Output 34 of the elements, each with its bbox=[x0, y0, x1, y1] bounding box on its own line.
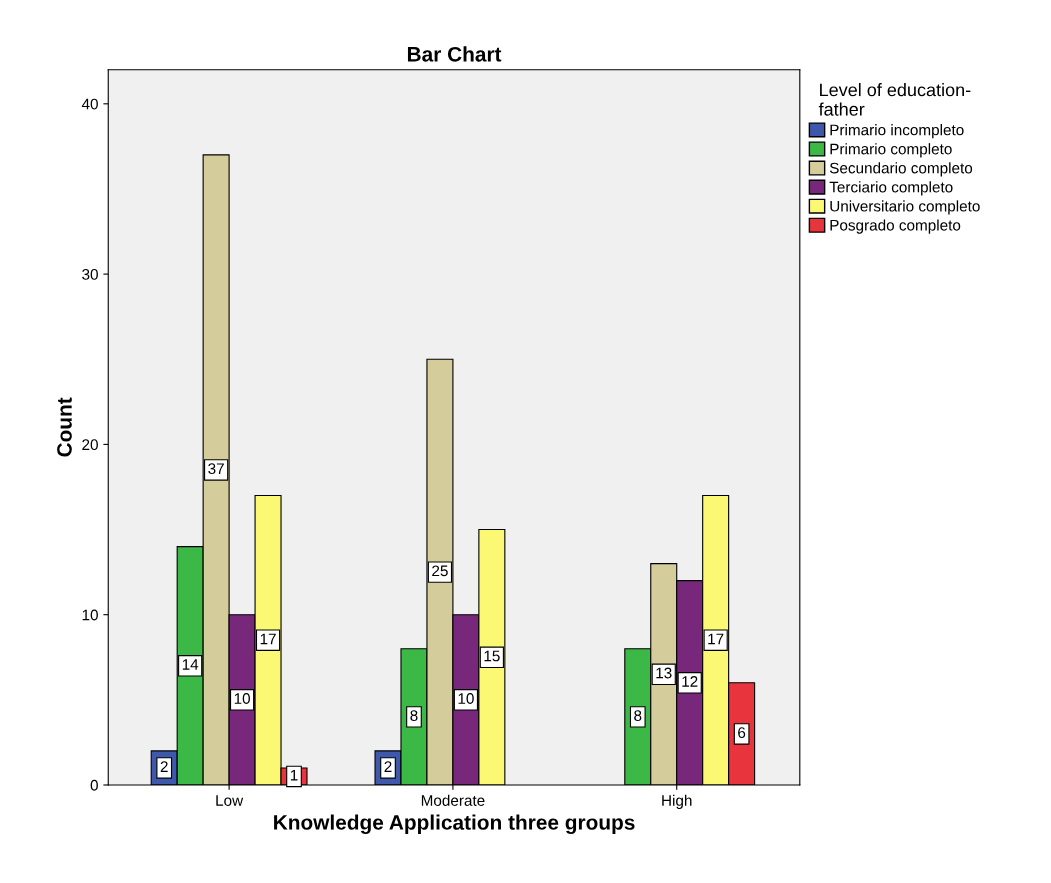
chart-title: Bar Chart bbox=[407, 46, 502, 62]
legend-title: Level of education- father bbox=[818, 83, 971, 116]
data-label: 17 bbox=[260, 633, 276, 645]
legend-label: Terciario completo bbox=[829, 181, 953, 196]
data-label: 12 bbox=[682, 676, 698, 687]
legend-label: Universitario completo bbox=[830, 200, 980, 215]
data-label: 37 bbox=[208, 463, 224, 475]
x-tick-label: High bbox=[662, 794, 692, 809]
x-tick-label: Moderate bbox=[421, 794, 485, 806]
data-label: 15 bbox=[484, 650, 500, 662]
y-tick-label: 0 bbox=[90, 779, 98, 791]
y-tick-label: 20 bbox=[82, 439, 98, 451]
x-tick-label: Low bbox=[216, 795, 244, 806]
data-label: 2 bbox=[384, 761, 392, 772]
y-tick-label: 10 bbox=[82, 609, 98, 621]
data-label: 8 bbox=[410, 710, 418, 721]
data-label: 10 bbox=[234, 693, 250, 704]
legend-label: Secundario completo bbox=[829, 162, 973, 177]
data-label: 2 bbox=[160, 761, 168, 772]
y-tick-label: 30 bbox=[82, 268, 98, 280]
data-label: 10 bbox=[458, 693, 474, 704]
x-axis-title: Knowledge Application three groups bbox=[274, 814, 635, 835]
data-label: 13 bbox=[656, 667, 672, 679]
legend-label: Primario incompleto bbox=[830, 124, 964, 139]
data-label: 6 bbox=[738, 727, 746, 738]
data-label: 8 bbox=[634, 710, 642, 721]
data-label: 17 bbox=[708, 633, 724, 645]
data-label: 25 bbox=[432, 565, 448, 577]
y-axis-title: Count bbox=[57, 397, 72, 457]
legend-label: Posgrado completo bbox=[830, 219, 961, 234]
data-label: 14 bbox=[182, 659, 199, 670]
data-label: 1 bbox=[290, 769, 298, 781]
legend-label: Primario completo bbox=[830, 143, 952, 158]
y-tick-label: 40 bbox=[81, 98, 98, 110]
